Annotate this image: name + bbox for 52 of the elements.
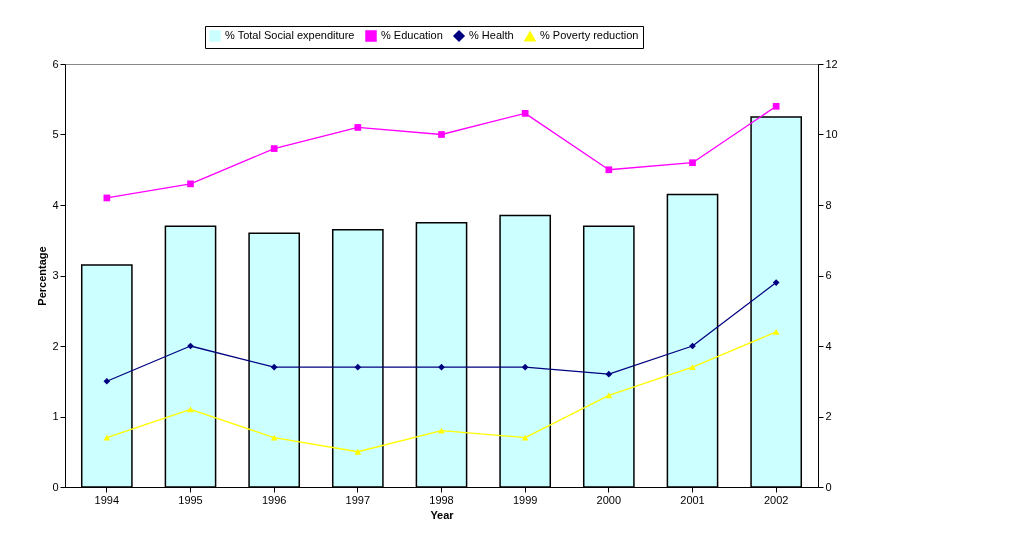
y-tick-label: 2 bbox=[52, 339, 59, 352]
point bbox=[354, 363, 362, 371]
point bbox=[187, 180, 194, 188]
x-tick-label: 2000 bbox=[596, 493, 622, 506]
x-tick-label: 2001 bbox=[680, 493, 705, 506]
y2-tick-label: 10 bbox=[825, 128, 838, 140]
y-tick-label: 1 bbox=[52, 410, 59, 422]
point bbox=[103, 377, 111, 385]
point bbox=[103, 194, 111, 202]
y2-tick-label: 0 bbox=[825, 480, 832, 493]
point bbox=[772, 279, 780, 286]
point bbox=[521, 434, 529, 441]
legend-label: % Total Social expenditure bbox=[225, 29, 355, 41]
y-axis-title: Percentage bbox=[36, 246, 49, 306]
x-tick-label: 1999 bbox=[512, 493, 538, 506]
x-axis-title: Year bbox=[430, 508, 455, 521]
point bbox=[772, 102, 780, 110]
point bbox=[103, 434, 111, 441]
point bbox=[438, 131, 445, 138]
point bbox=[270, 434, 278, 441]
x-tick-label: 1994 bbox=[94, 493, 120, 506]
point bbox=[605, 392, 613, 399]
point bbox=[354, 448, 362, 455]
y-tick-label: 3 bbox=[52, 269, 59, 281]
x-tick-label: 2002 bbox=[763, 493, 789, 506]
point bbox=[521, 110, 529, 117]
x-tick-label: 1998 bbox=[429, 493, 454, 506]
point bbox=[689, 159, 696, 167]
y2-tick-label: 4 bbox=[825, 339, 832, 352]
x-tick-label: 1997 bbox=[345, 493, 371, 506]
y-tick-label: 5 bbox=[52, 128, 59, 140]
point bbox=[521, 363, 529, 371]
y-tick-label: 6 bbox=[52, 57, 59, 70]
y2-tick-label: 12 bbox=[825, 57, 838, 70]
point bbox=[605, 370, 613, 378]
legend-label: % Education bbox=[381, 29, 443, 41]
y-tick-label: 0 bbox=[52, 480, 59, 493]
y2-tick-label: 2 bbox=[825, 410, 832, 422]
point bbox=[270, 145, 278, 152]
legend-label: % Health bbox=[469, 29, 514, 41]
point bbox=[689, 364, 696, 371]
point bbox=[270, 363, 278, 371]
y2-tick-label: 6 bbox=[825, 269, 832, 281]
y2-tick-label: 8 bbox=[825, 198, 832, 211]
legend-label: % Poverty reduction bbox=[540, 29, 639, 42]
y-tick-label: 4 bbox=[52, 198, 59, 211]
point bbox=[605, 166, 613, 174]
point bbox=[438, 427, 445, 434]
point bbox=[772, 328, 780, 335]
x-tick-label: 1995 bbox=[178, 493, 203, 506]
point bbox=[354, 124, 362, 131]
x-tick-label: 1996 bbox=[261, 493, 287, 506]
